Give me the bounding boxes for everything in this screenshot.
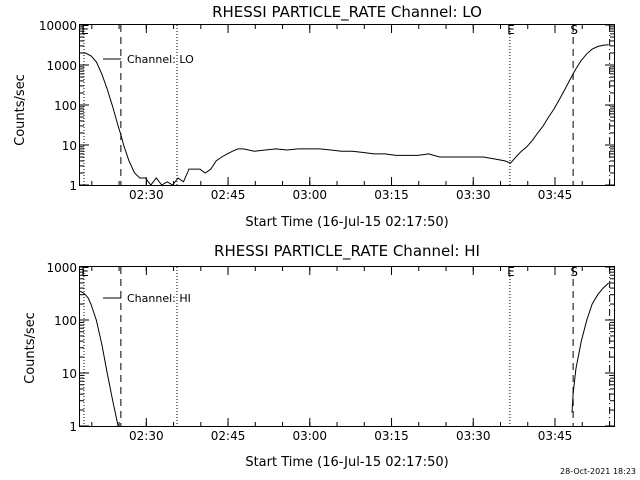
plot-frame-lo <box>79 24 615 186</box>
chart-title-hi: RHESSI PARTICLE_RATE Channel: HI <box>214 242 480 261</box>
event-marker-label-lo: E <box>507 23 515 37</box>
x-axis-label-lo: Start Time (16-Jul-15 02:17:50) <box>245 215 448 230</box>
y-tick-label-lo: 1 <box>69 179 77 193</box>
x-tick-label-lo: 03:15 <box>374 188 409 202</box>
x-tick-label-lo: 03:00 <box>292 188 327 202</box>
y-axis-label-hi: Counts/sec <box>23 312 38 384</box>
x-axis-label-hi: Start Time (16-Jul-15 02:17:50) <box>245 455 448 470</box>
x-tick-label-lo: 02:30 <box>129 188 164 202</box>
x-tick-label-hi: 02:30 <box>129 429 164 443</box>
y-tick-label-hi: 10 <box>62 367 77 381</box>
x-tick-label-hi: 03:45 <box>538 429 573 443</box>
y-tick-label-lo: 1000 <box>46 59 77 73</box>
x-tick-label-hi: 03:15 <box>374 429 409 443</box>
y-tick-label-hi: 1 <box>69 420 77 434</box>
event-marker-label-hi: S <box>570 265 578 279</box>
chart-panel-lo: RHESSI PARTICLE_RATE Channel: LO Start T… <box>13 3 615 230</box>
x-tick-label-hi: 03:30 <box>456 429 491 443</box>
legend-label-hi: Channel: HI <box>127 292 191 305</box>
series-line-hi <box>571 282 609 413</box>
generated-marks-lo: 02:30 02:45 03:00 03:15 03:30 03:45 1 10 100 1000… <box>39 19 614 202</box>
event-marker-label-hi: E <box>507 265 515 279</box>
y-axis-label-lo: Counts/sec <box>13 74 28 146</box>
y-tick-label-hi: 1000 <box>46 261 77 275</box>
series-line-hi <box>79 290 119 427</box>
timestamp-footer: 28-Oct-2021 18:23 <box>560 467 636 476</box>
legend-label-lo: Channel: LO <box>127 53 194 66</box>
y-tick-label-lo: 100 <box>54 99 77 113</box>
y-tick-label-lo: 10000 <box>39 19 77 33</box>
event-marker-label-hi: E <box>81 265 89 279</box>
x-tick-label-lo: 02:45 <box>211 188 246 202</box>
y-tick-label-hi: 100 <box>54 314 77 328</box>
plot-frame-hi <box>79 266 615 427</box>
event-marker-label-lo: S <box>570 23 578 37</box>
chart-title-lo: RHESSI PARTICLE_RATE Channel: LO <box>212 3 482 22</box>
y-tick-label-lo: 10 <box>62 139 77 153</box>
chart-panel-hi: RHESSI PARTICLE_RATE Channel: HI Start T… <box>23 242 615 470</box>
x-tick-label-hi: 03:00 <box>292 429 327 443</box>
x-tick-label-hi: 02:45 <box>211 429 246 443</box>
event-marker-label-lo: E <box>81 23 89 37</box>
x-tick-label-lo: 03:45 <box>538 188 573 202</box>
generated-marks-hi: 02:30 02:45 03:00 03:15 03:30 03:45 1 10 100 1000… <box>46 261 614 443</box>
x-tick-label-lo: 03:30 <box>456 188 491 202</box>
series-line-lo <box>80 44 609 186</box>
